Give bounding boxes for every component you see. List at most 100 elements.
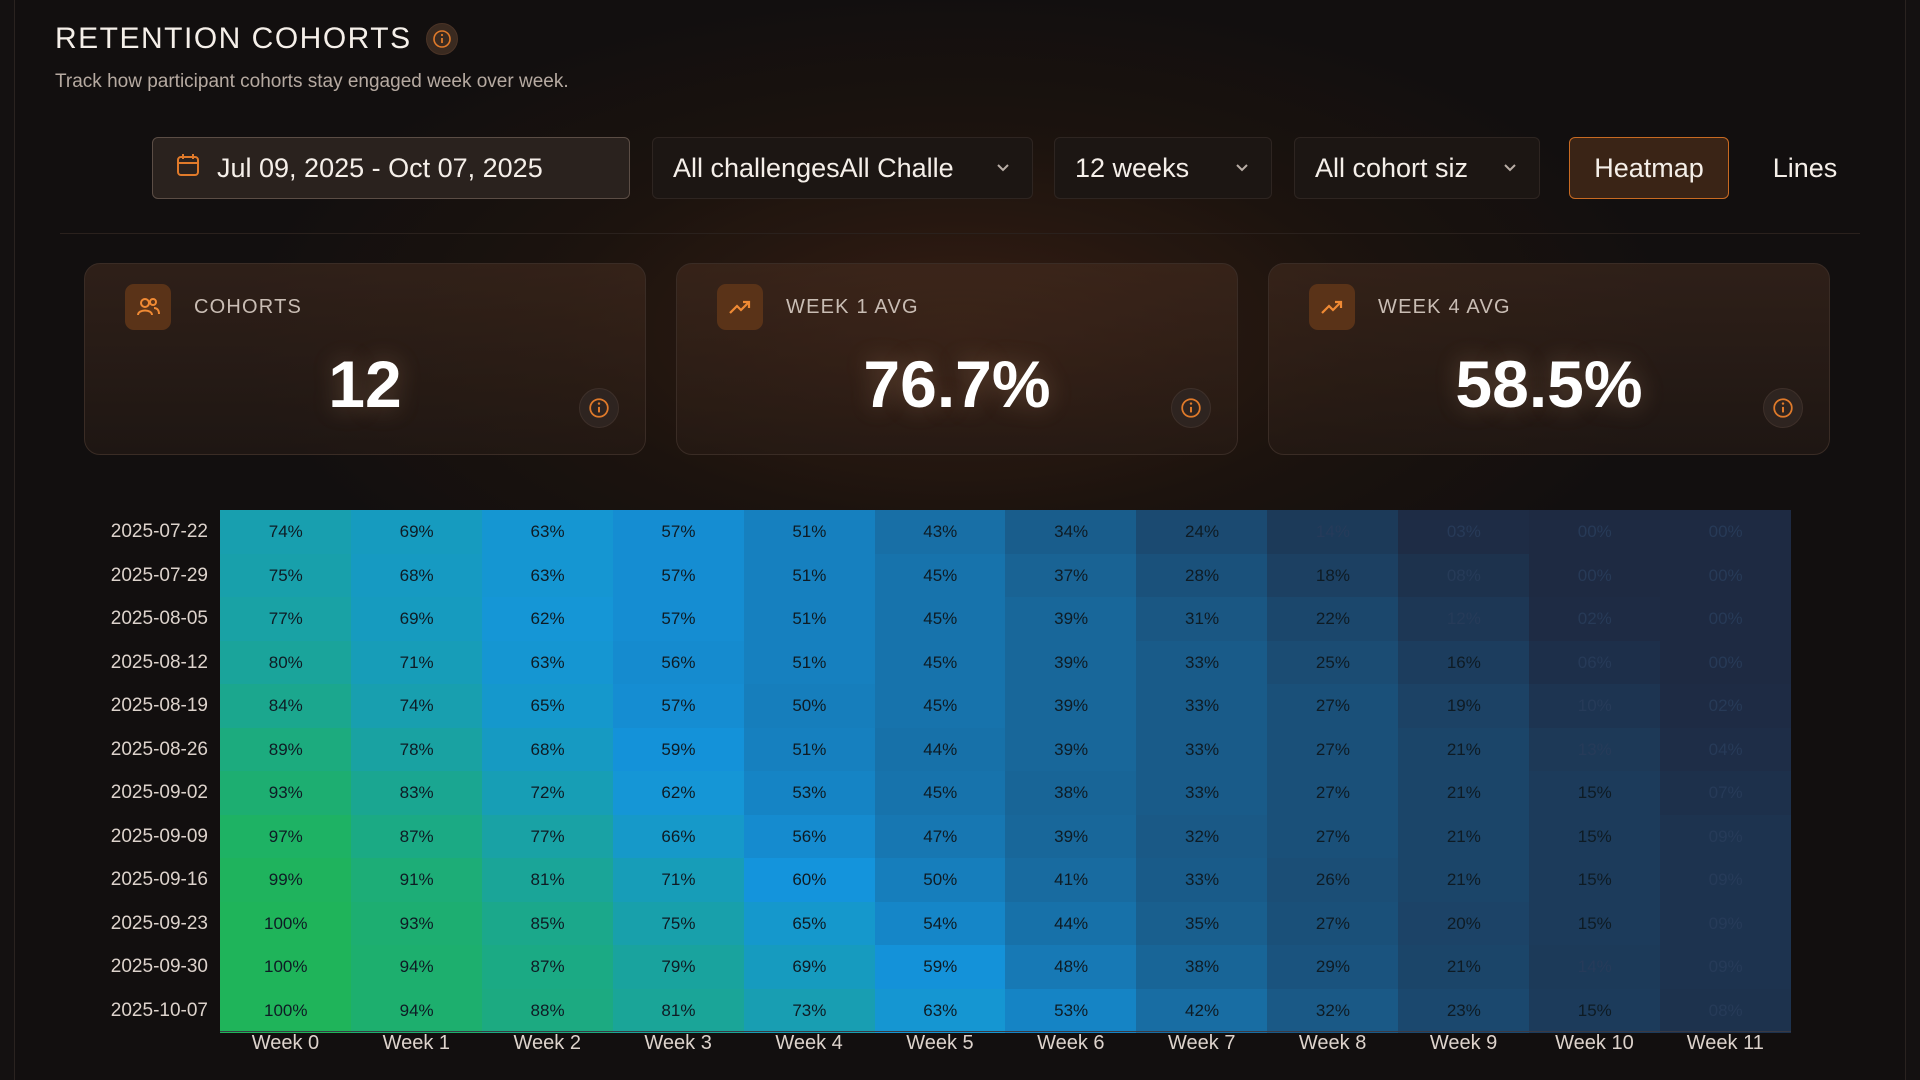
heatmap-cell[interactable]: 21% — [1398, 858, 1530, 903]
heatmap-cell[interactable]: 19% — [1398, 684, 1530, 729]
heatmap-cell[interactable]: 59% — [612, 727, 745, 772]
heatmap-cell[interactable]: 45% — [874, 771, 1006, 816]
heatmap-cell[interactable]: 51% — [743, 597, 876, 642]
heatmap-cell[interactable]: 41% — [1005, 858, 1137, 903]
heatmap-cell[interactable]: 44% — [1005, 901, 1137, 946]
heatmap-cell[interactable]: 56% — [743, 814, 876, 859]
heatmap-cell[interactable]: 45% — [874, 597, 1006, 642]
heatmap-cell[interactable]: 68% — [481, 727, 614, 772]
heatmap-cell[interactable]: 71% — [350, 640, 483, 685]
heatmap-cell[interactable]: 31% — [1136, 597, 1268, 642]
heatmap-cell[interactable]: 81% — [481, 858, 614, 903]
heatmap-cell[interactable]: 72% — [481, 771, 614, 816]
heatmap-cell[interactable]: 93% — [220, 771, 352, 816]
heatmap-cell[interactable]: 03% — [1398, 510, 1530, 555]
heatmap-cell[interactable]: 02% — [1659, 684, 1792, 729]
info-icon[interactable] — [1763, 388, 1803, 428]
heatmap-cell[interactable]: 26% — [1267, 858, 1399, 903]
heatmap-view-button[interactable]: Heatmap — [1569, 137, 1729, 199]
heatmap-cell[interactable]: 62% — [481, 597, 614, 642]
heatmap-cell[interactable]: 15% — [1529, 858, 1661, 903]
cohort-size-select[interactable]: All cohort siz — [1294, 137, 1540, 199]
heatmap-cell[interactable]: 44% — [874, 727, 1006, 772]
heatmap-cell[interactable]: 83% — [350, 771, 483, 816]
heatmap-cell[interactable]: 50% — [874, 858, 1006, 903]
heatmap-cell[interactable]: 27% — [1267, 684, 1399, 729]
heatmap-cell[interactable]: 63% — [481, 640, 614, 685]
heatmap-cell[interactable]: 79% — [612, 945, 745, 990]
heatmap-cell[interactable]: 27% — [1267, 727, 1399, 772]
heatmap-cell[interactable]: 75% — [220, 553, 352, 598]
heatmap-cell[interactable]: 09% — [1659, 814, 1792, 859]
heatmap-cell[interactable]: 07% — [1659, 771, 1792, 816]
heatmap-cell[interactable]: 100% — [220, 901, 352, 946]
heatmap-cell[interactable]: 74% — [220, 510, 352, 555]
heatmap-cell[interactable]: 62% — [612, 771, 745, 816]
heatmap-cell[interactable]: 00% — [1529, 553, 1661, 598]
heatmap-cell[interactable]: 21% — [1398, 814, 1530, 859]
heatmap-cell[interactable]: 35% — [1136, 901, 1268, 946]
heatmap-cell[interactable]: 24% — [1136, 510, 1268, 555]
heatmap-cell[interactable]: 43% — [874, 510, 1006, 555]
heatmap-cell[interactable]: 09% — [1659, 901, 1792, 946]
heatmap-cell[interactable]: 15% — [1529, 814, 1661, 859]
heatmap-cell[interactable]: 65% — [481, 684, 614, 729]
heatmap-cell[interactable]: 32% — [1267, 988, 1399, 1033]
heatmap-cell[interactable]: 63% — [481, 553, 614, 598]
heatmap-cell[interactable]: 69% — [350, 597, 483, 642]
heatmap-cell[interactable]: 69% — [743, 945, 876, 990]
heatmap-cell[interactable]: 39% — [1005, 727, 1137, 772]
heatmap-cell[interactable]: 39% — [1005, 597, 1137, 642]
heatmap-cell[interactable]: 75% — [612, 901, 745, 946]
heatmap-cell[interactable]: 09% — [1659, 945, 1792, 990]
weeks-select[interactable]: 12 weeks — [1054, 137, 1272, 199]
heatmap-cell[interactable]: 50% — [743, 684, 876, 729]
heatmap-cell[interactable]: 33% — [1136, 771, 1268, 816]
heatmap-cell[interactable]: 39% — [1005, 684, 1137, 729]
heatmap-cell[interactable]: 100% — [220, 945, 352, 990]
heatmap-cell[interactable]: 57% — [612, 597, 745, 642]
heatmap-cell[interactable]: 77% — [481, 814, 614, 859]
heatmap-cell[interactable]: 12% — [1398, 597, 1530, 642]
heatmap-cell[interactable]: 02% — [1529, 597, 1661, 642]
heatmap-cell[interactable]: 16% — [1398, 640, 1530, 685]
heatmap-cell[interactable]: 42% — [1136, 988, 1268, 1033]
heatmap-cell[interactable]: 00% — [1529, 510, 1661, 555]
heatmap-cell[interactable]: 87% — [481, 945, 614, 990]
heatmap-cell[interactable]: 32% — [1136, 814, 1268, 859]
heatmap-cell[interactable]: 25% — [1267, 640, 1399, 685]
heatmap-cell[interactable]: 84% — [220, 684, 352, 729]
heatmap-cell[interactable]: 00% — [1659, 597, 1792, 642]
heatmap-cell[interactable]: 71% — [612, 858, 745, 903]
heatmap-cell[interactable]: 39% — [1005, 640, 1137, 685]
heatmap-cell[interactable]: 88% — [481, 988, 614, 1033]
heatmap-cell[interactable]: 20% — [1398, 901, 1530, 946]
heatmap-cell[interactable]: 73% — [743, 988, 876, 1033]
heatmap-cell[interactable]: 60% — [743, 858, 876, 903]
heatmap-cell[interactable]: 45% — [874, 553, 1006, 598]
heatmap-cell[interactable]: 87% — [350, 814, 483, 859]
heatmap-cell[interactable]: 78% — [350, 727, 483, 772]
heatmap-cell[interactable]: 65% — [743, 901, 876, 946]
info-icon[interactable] — [425, 23, 458, 55]
heatmap-cell[interactable]: 93% — [350, 901, 483, 946]
heatmap-cell[interactable]: 27% — [1267, 814, 1399, 859]
heatmap-cell[interactable]: 08% — [1659, 988, 1792, 1033]
date-range-picker[interactable]: Jul 09, 2025 - Oct 07, 2025 — [152, 137, 630, 199]
heatmap-cell[interactable]: 04% — [1659, 727, 1792, 772]
heatmap-cell[interactable]: 53% — [1005, 988, 1137, 1033]
heatmap-cell[interactable]: 38% — [1136, 945, 1268, 990]
heatmap-cell[interactable]: 08% — [1398, 553, 1530, 598]
heatmap-cell[interactable]: 69% — [350, 510, 483, 555]
heatmap-cell[interactable]: 00% — [1659, 553, 1792, 598]
heatmap-cell[interactable]: 57% — [612, 510, 745, 555]
heatmap-cell[interactable]: 94% — [350, 988, 483, 1033]
heatmap-cell[interactable]: 63% — [481, 510, 614, 555]
heatmap-cell[interactable]: 99% — [220, 858, 352, 903]
heatmap-cell[interactable]: 39% — [1005, 814, 1137, 859]
heatmap-cell[interactable]: 33% — [1136, 640, 1268, 685]
heatmap-cell[interactable]: 51% — [743, 510, 876, 555]
heatmap-cell[interactable]: 51% — [743, 640, 876, 685]
heatmap-cell[interactable]: 68% — [350, 553, 483, 598]
heatmap-cell[interactable]: 06% — [1529, 640, 1661, 685]
